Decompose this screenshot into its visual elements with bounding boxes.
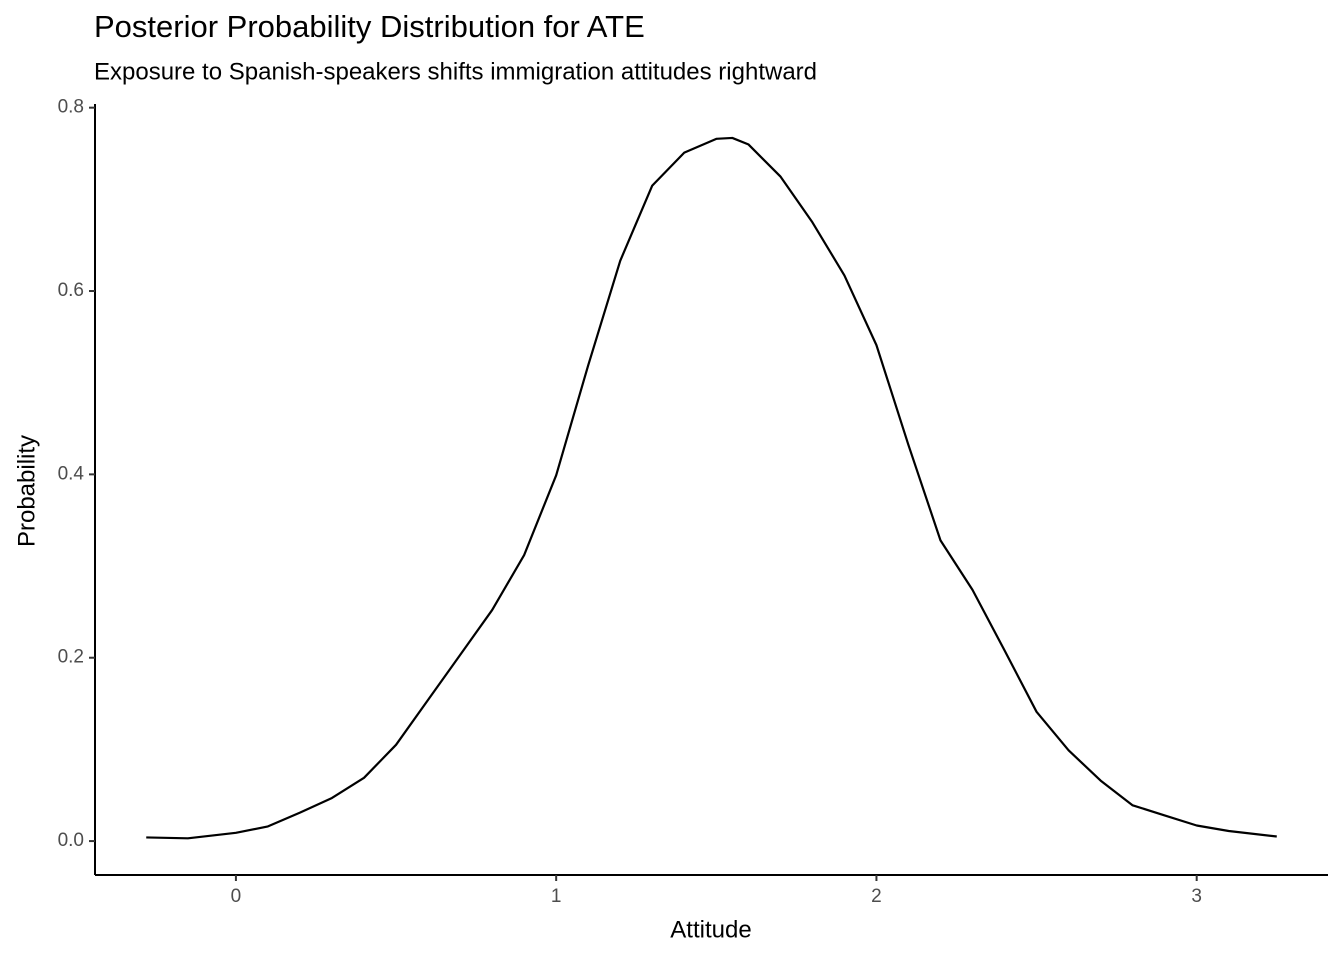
y-tick-label: 0.2 [58,647,84,668]
x-tick-label: 2 [871,886,882,907]
x-tick-label: 3 [1191,886,1202,907]
density-line [146,136,1277,840]
x-axis-title: Attitude [670,916,751,943]
x-tick-label: 1 [551,886,562,907]
y-tick-label: 0.0 [58,830,84,851]
chart-subtitle: Exposure to Spanish-speakers shifts immi… [94,58,817,85]
y-axis-title: Probability [13,435,40,547]
y-tick-label: 0.4 [58,463,85,484]
y-tick-label: 0.6 [58,280,84,301]
chart-title: Posterior Probability Distribution for A… [94,9,645,44]
x-tick-label: 0 [231,886,242,907]
y-tick-label: 0.8 [58,97,84,118]
